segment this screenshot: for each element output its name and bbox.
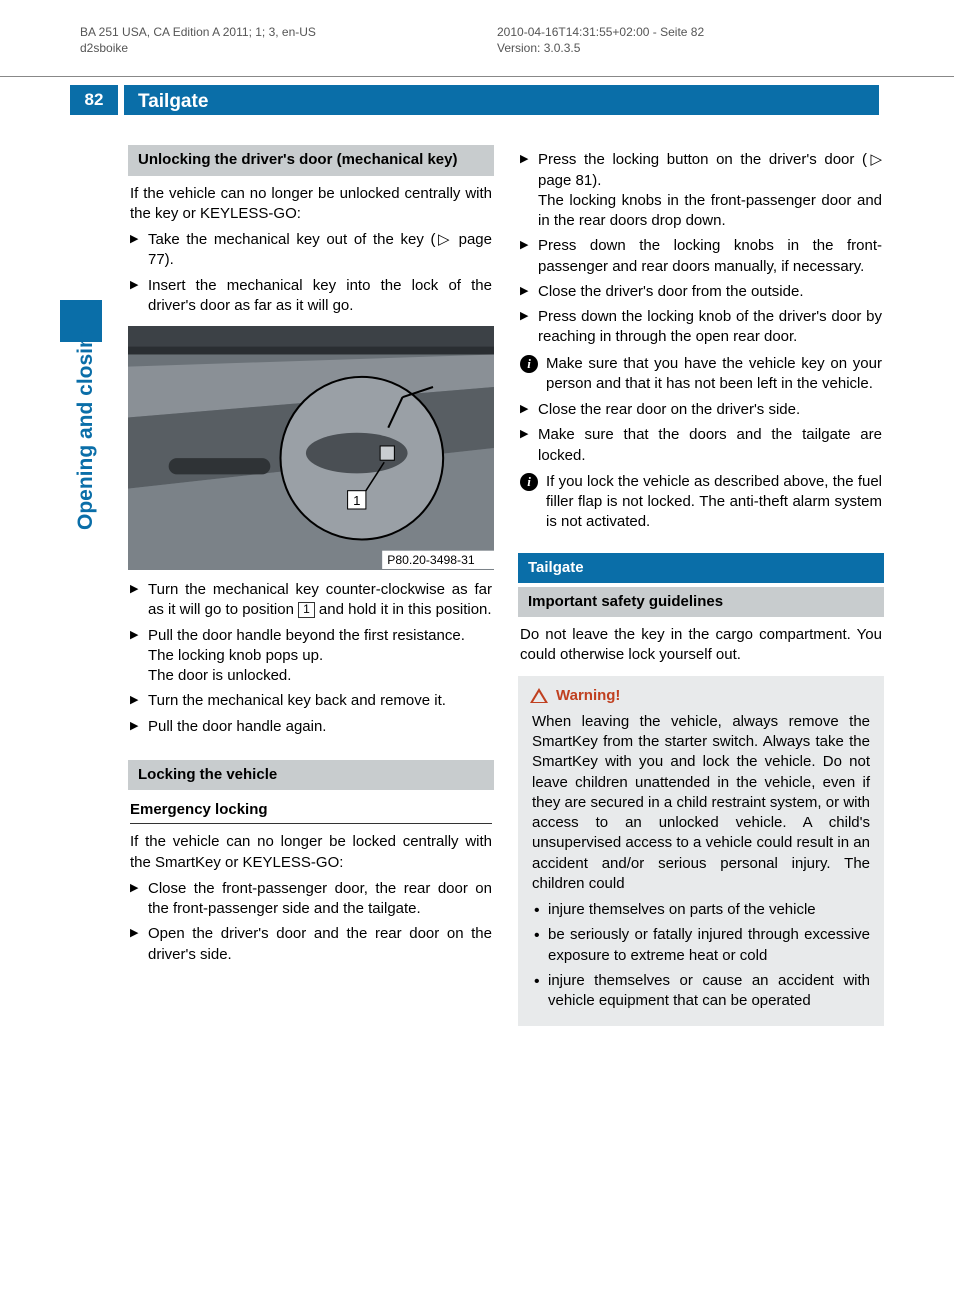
unlocking-intro: If the vehicle can no longer be unlocked… <box>130 184 492 225</box>
page-title: Tailgate <box>124 85 879 115</box>
warning-bullets: injure themselves on parts of the vehicl… <box>530 900 872 1011</box>
list-item: Press down the locking knobs in the fron… <box>520 236 882 277</box>
header-right-line2: Version: 3.0.3.5 <box>497 40 874 56</box>
header-right-line1: 2010-04-16T14:31:55+02:00 - Seite 82 <box>497 24 874 40</box>
side-tab-label: Opening and closing <box>72 322 100 530</box>
column-right: Press the locking button on the driver's… <box>518 145 884 1026</box>
list-item: Take the mechanical key out of the key (… <box>130 230 492 271</box>
info-icon: i <box>520 473 538 491</box>
info-note-2: i If you lock the vehicle as described a… <box>520 472 882 533</box>
locking-steps: Close the front-passenger door, the rear… <box>128 879 494 965</box>
header-left-line1: BA 251 USA, CA Edition A 2011; 1; 3, en-… <box>80 24 457 40</box>
locking-steps-cont-2: Close the rear door on the driver's side… <box>518 400 884 466</box>
list-item: Open the driver's door and the rear door… <box>130 924 492 965</box>
page-number: 82 <box>70 85 118 115</box>
list-item: injure themselves or cause an accident w… <box>532 971 870 1012</box>
figure-callout-1: 1 <box>353 493 360 508</box>
list-item: injure themselves on parts of the vehicl… <box>532 900 870 920</box>
section-locking-head: Locking the vehicle <box>128 760 494 790</box>
list-item: Close the rear door on the driver's side… <box>520 400 882 420</box>
list-item: Make sure that the doors and the tailgat… <box>520 425 882 466</box>
warning-text: When leaving the vehicle, always remove … <box>532 712 870 894</box>
list-item: Pull the door handle again. <box>130 717 492 737</box>
warning-label: Warning! <box>556 686 620 706</box>
warning-head: Warning! <box>530 686 872 706</box>
info-icon: i <box>520 355 538 373</box>
list-item: Press the locking button on the driver's… <box>520 150 882 231</box>
content: Unlocking the driver's door (mechanical … <box>0 115 954 1026</box>
list-item: Insert the mechanical key into the lock … <box>130 276 492 317</box>
header-rule <box>0 76 954 77</box>
header-left: BA 251 USA, CA Edition A 2011; 1; 3, en-… <box>80 24 457 56</box>
page-bar: 82 Tailgate <box>0 85 954 115</box>
safety-intro: Do not leave the key in the cargo compar… <box>520 625 882 666</box>
warning-box: Warning! When leaving the vehicle, alway… <box>518 676 884 1027</box>
section-safety-head: Important safety guidelines <box>518 587 884 617</box>
header-right: 2010-04-16T14:31:55+02:00 - Seite 82 Ver… <box>457 24 874 56</box>
list-item: Turn the mechanical key counter-clockwis… <box>130 580 492 621</box>
list-item: Press down the locking knob of the drive… <box>520 307 882 348</box>
print-header: BA 251 USA, CA Edition A 2011; 1; 3, en-… <box>0 0 954 66</box>
section-tailgate-head: Tailgate <box>518 553 884 583</box>
locking-intro: If the vehicle can no longer be locked c… <box>130 832 492 873</box>
section-unlocking-head: Unlocking the driver's door (mechanical … <box>128 145 494 175</box>
list-item: Close the driver's door from the outside… <box>520 282 882 302</box>
column-left: Unlocking the driver's door (mechanical … <box>128 145 494 1026</box>
list-item: Close the front-passenger door, the rear… <box>130 879 492 920</box>
warning-icon <box>530 688 548 703</box>
header-left-line2: d2sboike <box>80 40 457 56</box>
unlocking-steps-1: Take the mechanical key out of the key (… <box>128 230 494 316</box>
figure-label: P80.20-3498-31 <box>387 553 475 567</box>
list-item: Pull the door handle beyond the first re… <box>130 626 492 687</box>
door-lock-figure: 1 P80.20-3498-31 <box>128 326 494 570</box>
emergency-locking-sub: Emergency locking <box>130 800 492 824</box>
list-item: Turn the mechanical key back and remove … <box>130 691 492 711</box>
unlocking-steps-2: Turn the mechanical key counter-clockwis… <box>128 580 494 737</box>
side-tab: Opening and closing <box>60 300 102 530</box>
callout-1: 1 <box>298 602 315 617</box>
locking-steps-cont: Press the locking button on the driver's… <box>518 150 884 347</box>
list-item: be seriously or fatally injured through … <box>532 925 870 966</box>
info-note-1: i Make sure that you have the vehicle ke… <box>520 354 882 395</box>
